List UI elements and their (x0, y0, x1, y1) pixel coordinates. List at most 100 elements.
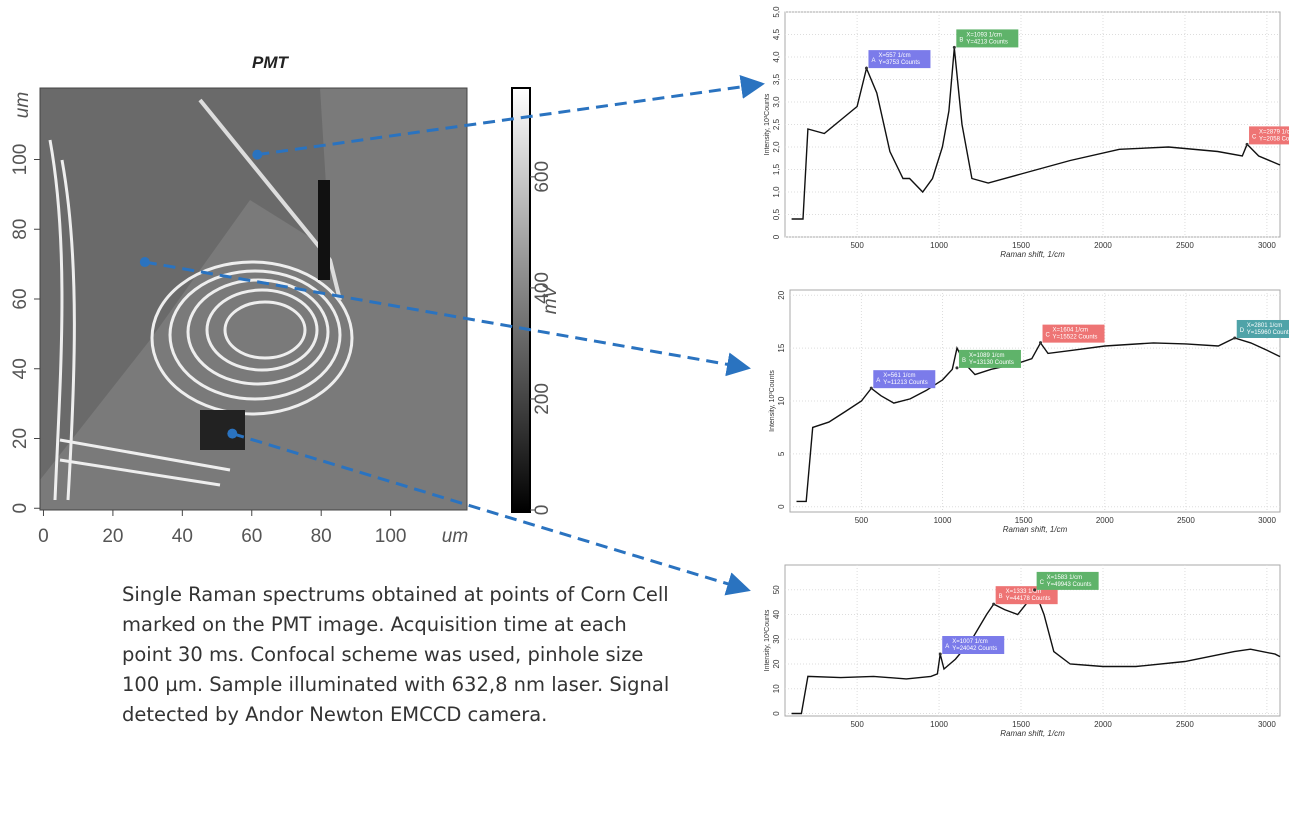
annotation-text: X=1007 1/cm (952, 639, 988, 645)
annotation-text: Y=15522 Counts (1053, 335, 1098, 341)
x-tick-label: 1500 (1012, 241, 1030, 250)
y-axis-label: Intensity, 10³Counts (764, 93, 771, 155)
annotation-text: X=557 1/cm (878, 53, 910, 59)
annotation-marker (1033, 588, 1037, 592)
colorbar-label: mV (540, 283, 561, 314)
y-tick-label: 4,5 (772, 28, 781, 40)
colorbar-tick-label: 200 (532, 383, 553, 415)
y-tick-label: 20 (10, 428, 31, 449)
y-tick-label: 50 (772, 585, 781, 594)
annotation-box (995, 586, 1058, 605)
x-tick-label: 2000 (1094, 720, 1112, 729)
y-tick-label: 0 (772, 711, 781, 716)
annotation-text: Y=2058 Counts (1259, 136, 1289, 142)
y-tick-label: 4,0 (772, 51, 781, 63)
spectrum-line (791, 588, 1281, 715)
y-tick-label: 30 (772, 634, 781, 643)
annotation-box (1249, 126, 1289, 145)
annotation-letter: A (945, 644, 949, 650)
measure-point (227, 428, 238, 439)
measure-point (252, 149, 263, 160)
annotation-letter: C (1040, 580, 1045, 586)
annotation-text: X=2879 1/cm (1259, 129, 1289, 135)
y-tick-label: 3,5 (772, 73, 781, 85)
link-arrow (144, 260, 751, 377)
x-tick-label: 3000 (1258, 516, 1276, 525)
y-tick-label: 100 (10, 144, 31, 176)
annotation-letter: B (959, 37, 963, 43)
annotation-marker (955, 366, 959, 370)
x-tick-label: 20 (102, 526, 123, 547)
annotation-marker (992, 602, 996, 606)
annotation-text: X=1093 1/cm (966, 32, 1002, 38)
x-tick-label: 500 (850, 720, 864, 729)
annotation-text: Y=49943 Counts (1047, 582, 1092, 588)
annotation-text: Y=4213 Counts (966, 39, 1008, 45)
annotation-letter: C (1046, 333, 1051, 339)
y-tick-label: 1,5 (772, 163, 781, 175)
x-tick-label: 2500 (1177, 516, 1195, 525)
x-tick-label: 40 (172, 526, 193, 547)
y-tick-label: 40 (772, 610, 781, 619)
annotation-text: Y=15960 Counts (1247, 330, 1289, 336)
colorbar (511, 87, 531, 513)
x-tick-label: 1000 (930, 241, 948, 250)
x-tick-label: 500 (850, 241, 864, 250)
y-tick-label: 0 (10, 503, 31, 514)
x-tick-label: 1000 (930, 720, 948, 729)
x-tick-label: 2500 (1176, 241, 1194, 250)
y-tick-label: 80 (10, 219, 31, 240)
plot-area (784, 11, 1281, 238)
annotation-marker (1039, 341, 1043, 345)
x-tick-label: 80 (311, 526, 332, 547)
annotation-text: X=1583 1/cm (1047, 575, 1083, 581)
spectrum-line (791, 47, 1281, 220)
y-tick-label: 0 (777, 504, 786, 509)
annotation-text: X=1604 1/cm (1053, 328, 1089, 334)
x-axis-label: Raman shift, 1/cm (1000, 250, 1065, 259)
colorbar-tick-label: 0 (532, 505, 553, 516)
y-axis-label: Intensity, 10³Counts (764, 609, 771, 671)
x-tick-label: 60 (241, 526, 262, 547)
x-tick-label: 1000 (934, 516, 952, 525)
pmt-image (40, 88, 467, 510)
annotation-letter: D (1240, 328, 1245, 334)
y-tick-label: 60 (10, 288, 31, 309)
colorbar-tick-label: 600 (532, 161, 553, 193)
measure-point (139, 257, 150, 268)
annotation-marker (938, 652, 942, 656)
annotation-marker (1245, 142, 1249, 146)
y-tick-label: 20 (777, 290, 786, 299)
annotation-marker (1233, 336, 1237, 340)
x-tick-label: 1500 (1015, 516, 1033, 525)
spectrum-line (796, 337, 1281, 503)
x-axis-label: Raman shift, 1/cm (1003, 525, 1068, 534)
annotation-marker (864, 66, 868, 70)
y-unit: um (12, 92, 33, 118)
y-tick-label: 2,0 (772, 141, 781, 153)
annotation-text: Y=11213 Counts (883, 380, 927, 386)
pmt-title: PMT (252, 53, 290, 72)
annotation-box (873, 370, 936, 389)
annotation-text: X=561 1/cm (883, 373, 915, 379)
caption: Single Raman spectrums obtained at point… (122, 583, 670, 726)
annotation-text: Y=44178 Counts (1006, 596, 1051, 602)
link-arrow (257, 75, 765, 157)
x-tick-label: 0 (38, 526, 49, 547)
y-tick-label: 20 (772, 659, 781, 668)
colorbar-tick-label: 400 (532, 272, 553, 304)
y-tick-label: 5 (777, 451, 786, 456)
annotation-text: X=1333 1/cm (1006, 589, 1042, 595)
annotation-box (958, 349, 1021, 368)
y-tick-label: 1,0 (772, 186, 781, 198)
plot-area (789, 289, 1281, 513)
annotation-text: Y=13130 Counts (969, 360, 1014, 366)
x-tick-label: 3000 (1258, 720, 1276, 729)
y-tick-label: 15 (777, 343, 786, 352)
annotation-text: Y=24042 Counts (952, 646, 997, 652)
y-tick-label: 40 (10, 358, 31, 379)
annotation-text: Y=3753 Counts (878, 60, 920, 66)
x-tick-label: 3000 (1258, 241, 1276, 250)
